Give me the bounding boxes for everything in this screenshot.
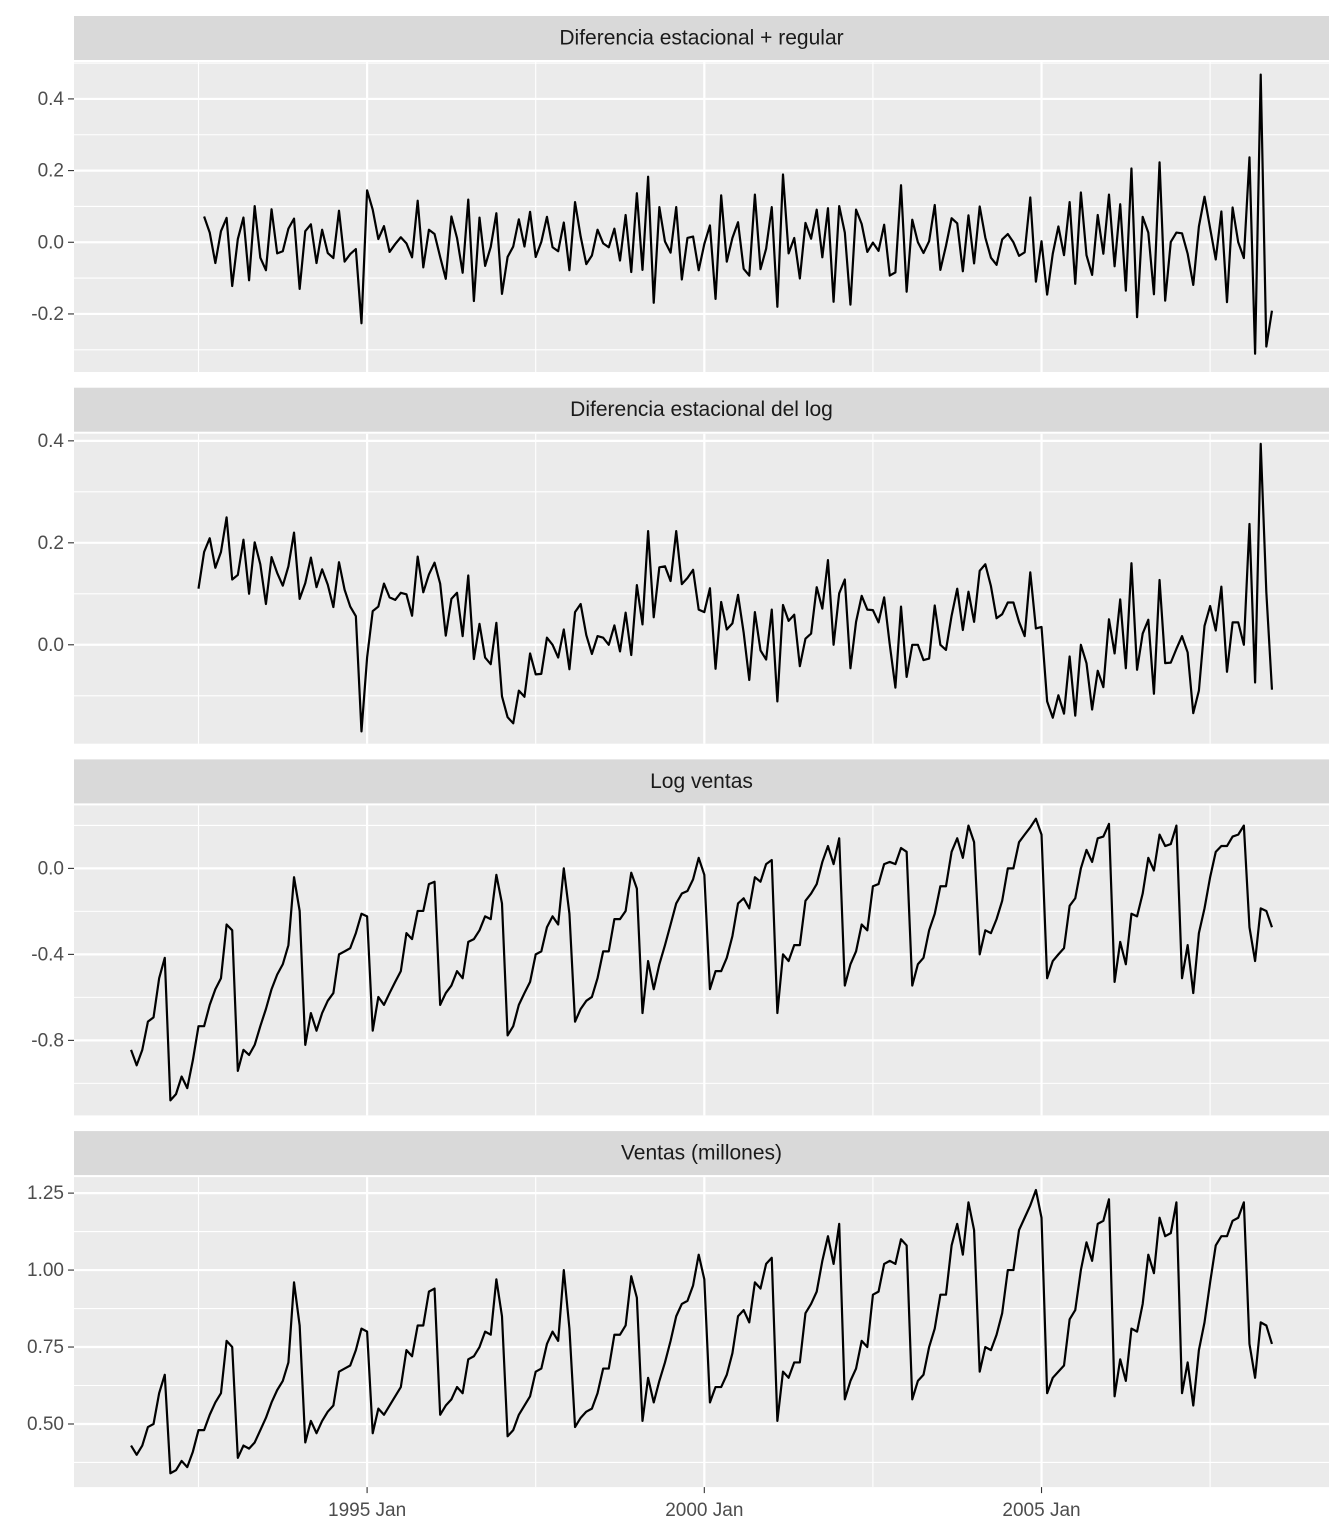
panel-background <box>74 805 1329 1116</box>
y-tick-label: 0.4 <box>38 431 65 452</box>
strip-background <box>74 1131 1329 1176</box>
series-line <box>203 73 1274 355</box>
strip-title: Diferencia estacional + regular <box>559 27 843 50</box>
x-tick-label: 2000 Jan <box>665 1500 743 1521</box>
y-tick-label: -0.2 <box>31 304 64 325</box>
y-tick-label: 1.00 <box>27 1260 64 1281</box>
panel-background <box>74 62 1329 372</box>
y-tick-label: 0.0 <box>38 232 64 253</box>
strip-title: Diferencia estacional del log <box>570 398 833 421</box>
y-tick-label: 1.25 <box>27 1183 64 1204</box>
y-tick-label: 0.4 <box>38 89 65 110</box>
panel-background <box>74 433 1329 744</box>
panel-background <box>74 1177 1329 1488</box>
x-tick-label: 2005 Jan <box>1002 1500 1080 1521</box>
x-tick-label: 1995 Jan <box>328 1500 406 1521</box>
y-tick-label: 0.75 <box>27 1337 64 1358</box>
series-line <box>197 442 1274 733</box>
strip-background <box>74 16 1329 60</box>
y-tick-label: -0.8 <box>31 1030 64 1051</box>
y-tick-label: 0.50 <box>27 1414 64 1435</box>
y-tick-label: 0.2 <box>38 533 64 554</box>
strip-background <box>74 387 1329 432</box>
y-tick-label: 0.0 <box>38 635 64 656</box>
series-line <box>130 1188 1274 1475</box>
y-tick-label: 0.0 <box>38 858 64 879</box>
strip-title: Log ventas <box>650 770 753 793</box>
y-tick-label: 0.2 <box>38 161 64 182</box>
y-tick-label: -0.4 <box>31 944 64 965</box>
strip-background <box>74 759 1329 804</box>
series-line <box>130 817 1273 1102</box>
strip-title: Ventas (millones) <box>621 1142 782 1165</box>
